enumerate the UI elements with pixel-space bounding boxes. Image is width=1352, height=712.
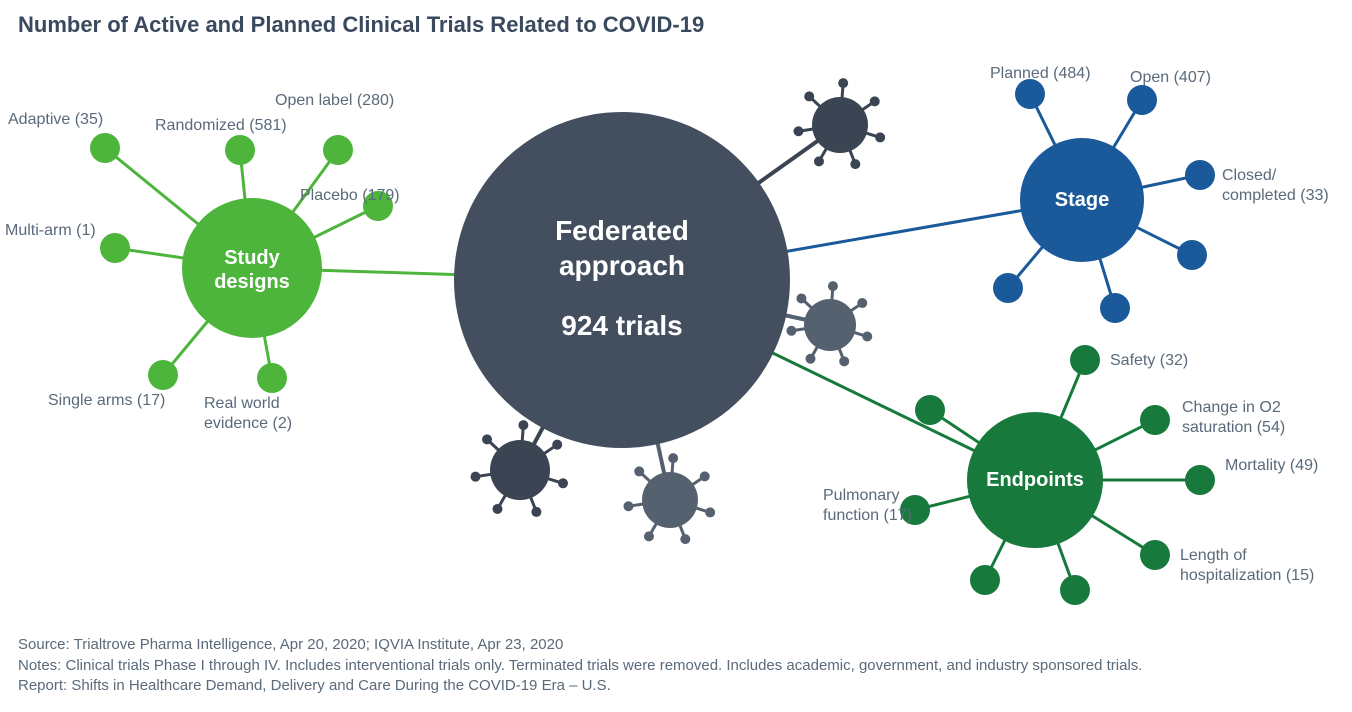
endpoints-node	[915, 395, 945, 425]
stage-node	[1100, 293, 1130, 323]
endpoints-node	[1185, 465, 1215, 495]
svg-text:approach: approach	[559, 250, 685, 281]
study-designs-node	[100, 233, 130, 263]
endpoints-node-label: hospitalization (15)	[1180, 567, 1314, 584]
endpoints-node	[1060, 575, 1090, 605]
study-designs-node-label: Open label (280)	[275, 92, 394, 109]
svg-text:Federated: Federated	[555, 215, 689, 246]
svg-text:Stage: Stage	[1055, 189, 1109, 211]
study-designs-node	[90, 133, 120, 163]
stage-node-label: Closed/	[1222, 167, 1277, 184]
endpoints-node-label: Change in O2	[1182, 399, 1281, 416]
endpoints-node	[1070, 345, 1100, 375]
svg-text:924 trials: 924 trials	[561, 310, 682, 341]
endpoints-node-label: Mortality (49)	[1225, 457, 1318, 474]
stage-node	[1177, 240, 1207, 270]
study-designs-node	[257, 363, 287, 393]
stage-node-label: completed (33)	[1222, 187, 1329, 204]
study-designs-node-label: evidence (2)	[204, 415, 292, 432]
study-designs-node	[148, 360, 178, 390]
svg-text:Endpoints: Endpoints	[986, 469, 1084, 491]
study-designs-node-label: Placebo (179)	[300, 187, 400, 204]
footer-source: Source: Trialtrove Pharma Intelligence, …	[18, 635, 1142, 655]
endpoints-node-label: Pulmonary	[823, 487, 899, 504]
stage-node	[1185, 160, 1215, 190]
diagram-svg: Federated approach 924 trials Studydesigns A…	[0, 0, 1352, 712]
study-designs-node-label: Single arms (17)	[48, 392, 165, 409]
endpoints-node	[1140, 540, 1170, 570]
endpoints-node-label: function (17)	[823, 507, 912, 524]
svg-text:Study: Study	[224, 247, 280, 269]
stage-node	[993, 273, 1023, 303]
footer-notes: Notes: Clinical trials Phase I through I…	[18, 656, 1142, 676]
study-designs-node-label: Randomized (581)	[155, 117, 287, 134]
stage-node	[1127, 85, 1157, 115]
endpoints-node-label: Safety (32)	[1110, 352, 1188, 369]
stage-node-label: Open (407)	[1130, 69, 1211, 86]
stage-node	[1015, 79, 1045, 109]
footer: Source: Trialtrove Pharma Intelligence, …	[18, 635, 1142, 696]
endpoints-node	[1140, 405, 1170, 435]
endpoints-node-label: Length of	[1180, 547, 1247, 564]
endpoints-node-label: saturation (54)	[1182, 419, 1285, 436]
study-designs-node-label: Multi-arm (1)	[5, 222, 96, 239]
footer-report: Report: Shifts in Healthcare Demand, Del…	[18, 676, 1142, 696]
study-designs-node	[225, 135, 255, 165]
study-designs-node-label: Adaptive (35)	[8, 111, 103, 128]
endpoints-node	[970, 565, 1000, 595]
svg-text:designs: designs	[214, 271, 290, 293]
study-designs-node	[323, 135, 353, 165]
stage-node-label: Planned (484)	[990, 65, 1091, 82]
study-designs-node-label: Real world	[204, 395, 280, 412]
